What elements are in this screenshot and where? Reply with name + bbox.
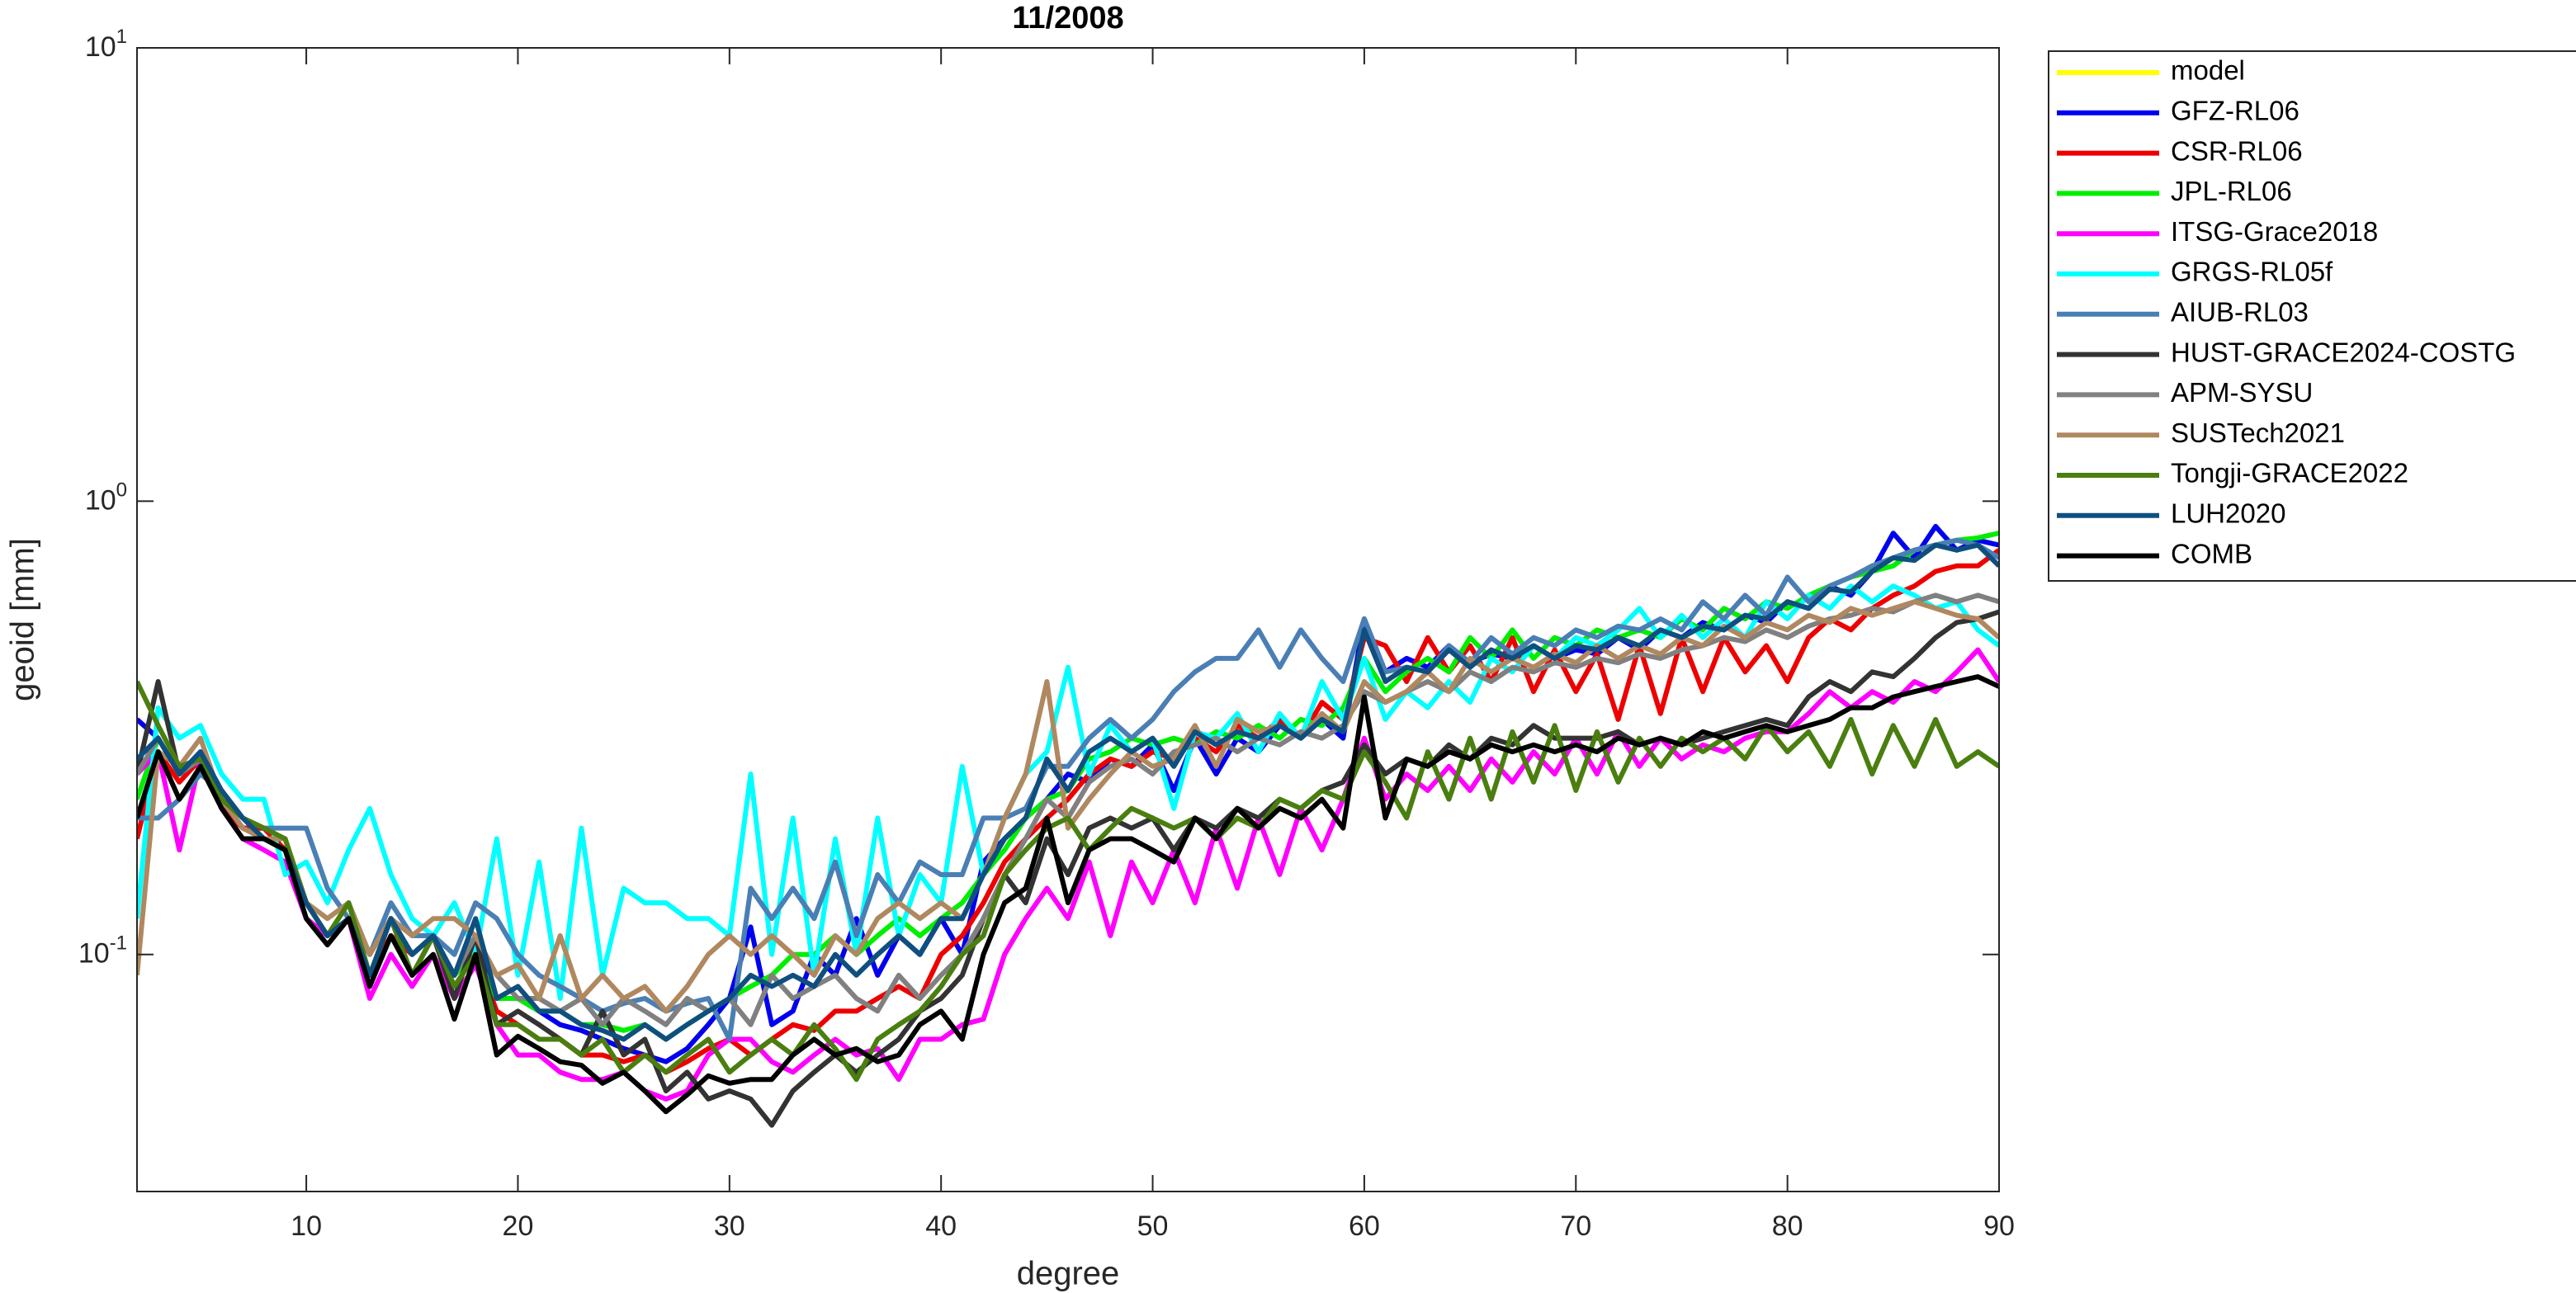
legend-label: SUSTech2021 [2171, 418, 2345, 448]
x-tick-label: 90 [1983, 1210, 2015, 1242]
legend-label: COMB [2171, 538, 2252, 569]
y-tick-label: 10-1 [78, 932, 127, 970]
y-tick-base: 10 [85, 31, 116, 63]
y-tick-exponent: 0 [116, 479, 127, 501]
y-tick-exponent: -1 [110, 932, 127, 955]
x-tick-label: 50 [1137, 1210, 1169, 1242]
x-tick-label: 40 [925, 1210, 957, 1242]
series-line [137, 537, 1999, 1042]
series-line [137, 599, 1999, 1014]
legend-label: Tongji-GRACE2022 [2171, 458, 2408, 488]
x-tick-label: 10 [291, 1210, 322, 1242]
legend-label: AIUB-RL03 [2171, 297, 2309, 328]
x-tick-label: 30 [714, 1210, 745, 1242]
x-axis-label: degree [1017, 1256, 1120, 1292]
legend-label: CSR-RL06 [2171, 135, 2303, 166]
series-line [137, 674, 1999, 1115]
x-tick-label: 60 [1349, 1210, 1380, 1242]
legend-label: JPL-RL06 [2171, 176, 2292, 206]
y-tick-label: 101 [85, 26, 127, 63]
legend-label: APM-SYSU [2171, 377, 2313, 408]
y-tick-label: 100 [85, 479, 127, 516]
y-tick-exponent: 1 [116, 26, 127, 48]
y-axis-label: geoid [mm] [5, 538, 41, 701]
y-tick-base: 10 [78, 938, 110, 970]
x-tick-label: 20 [503, 1210, 534, 1242]
series-line [137, 542, 1999, 1042]
legend-label: HUST-GRACE2024-COSTG [2171, 337, 2516, 367]
lines [137, 523, 1999, 1128]
chart-title: 11/2008 [1012, 1, 1123, 35]
legend-label: ITSG-Grace2018 [2171, 216, 2378, 247]
legend-label: model [2171, 55, 2245, 86]
legend-label: GFZ-RL06 [2171, 96, 2299, 126]
legend-label: GRGS-RL05f [2171, 257, 2333, 287]
x-tick-label: 80 [1772, 1210, 1803, 1242]
y-tick-base: 10 [85, 484, 116, 516]
legend-label: LUH2020 [2171, 498, 2285, 529]
x-tick-label: 70 [1560, 1210, 1591, 1242]
axes-box [136, 47, 2000, 1192]
